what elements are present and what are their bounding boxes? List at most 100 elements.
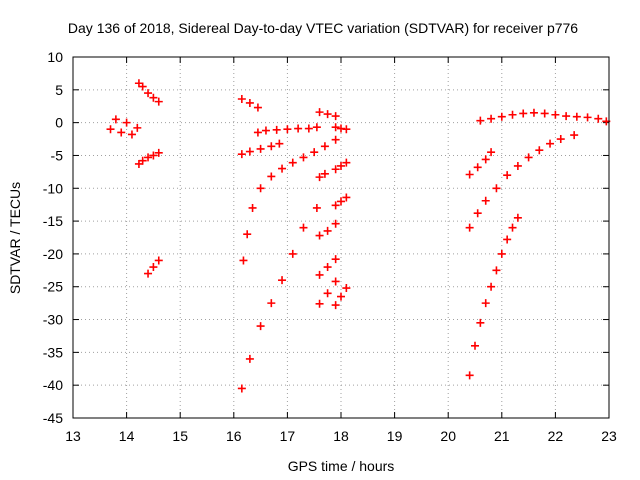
data-point bbox=[106, 125, 115, 134]
data-point bbox=[237, 95, 246, 104]
data-point bbox=[529, 108, 538, 117]
data-point bbox=[253, 103, 262, 112]
data-point bbox=[320, 142, 329, 151]
data-point bbox=[117, 128, 126, 137]
data-point bbox=[144, 153, 153, 162]
x-tick-label: 14 bbox=[119, 428, 135, 444]
data-points bbox=[106, 79, 611, 393]
data-point bbox=[476, 116, 485, 125]
y-tick-label: -15 bbox=[43, 213, 63, 229]
data-point bbox=[331, 123, 340, 132]
data-point bbox=[253, 128, 262, 137]
data-point bbox=[342, 158, 351, 167]
data-point bbox=[513, 213, 522, 222]
data-point bbox=[481, 155, 490, 164]
x-tick-label: 16 bbox=[226, 428, 242, 444]
series-arc-1 bbox=[106, 115, 142, 139]
series-arc-19 bbox=[465, 148, 496, 179]
data-point bbox=[294, 124, 303, 133]
y-tick-label: -30 bbox=[43, 312, 63, 328]
data-point bbox=[331, 277, 340, 286]
plot-frame bbox=[72, 56, 610, 419]
data-point bbox=[111, 115, 120, 124]
data-point bbox=[487, 148, 496, 157]
data-point bbox=[272, 125, 281, 134]
data-point bbox=[243, 230, 252, 239]
data-point bbox=[154, 97, 163, 106]
data-point bbox=[256, 144, 265, 153]
data-point bbox=[503, 235, 512, 244]
data-point bbox=[487, 114, 496, 123]
data-point bbox=[331, 165, 340, 174]
x-tick-label: 22 bbox=[548, 428, 564, 444]
data-point bbox=[535, 146, 544, 155]
series-arc-6 bbox=[237, 139, 284, 159]
data-point bbox=[310, 148, 319, 157]
data-point bbox=[473, 209, 482, 218]
data-point bbox=[331, 219, 340, 228]
series-arc-22 bbox=[465, 213, 522, 380]
series-arc-5 bbox=[237, 95, 262, 112]
data-point bbox=[471, 341, 479, 350]
data-point bbox=[487, 282, 496, 291]
data-point bbox=[275, 139, 284, 148]
data-point bbox=[331, 255, 340, 264]
data-point bbox=[299, 153, 308, 162]
data-point bbox=[312, 203, 321, 212]
data-point bbox=[278, 164, 287, 173]
data-point bbox=[267, 142, 276, 151]
data-point bbox=[337, 292, 345, 301]
y-tick-label: -20 bbox=[43, 246, 63, 262]
data-point bbox=[267, 299, 276, 308]
data-point bbox=[342, 125, 351, 134]
series-arc-17 bbox=[315, 277, 340, 308]
data-point bbox=[508, 223, 517, 232]
data-point bbox=[138, 82, 147, 91]
data-point bbox=[473, 163, 482, 172]
data-point bbox=[154, 256, 163, 265]
data-point bbox=[267, 172, 276, 181]
x-tick-label: 13 bbox=[65, 428, 81, 444]
data-point bbox=[540, 109, 549, 118]
data-point bbox=[144, 89, 153, 98]
data-point bbox=[323, 110, 332, 119]
y-tick-label: 0 bbox=[55, 115, 63, 131]
series-arc-7 bbox=[253, 123, 321, 137]
series-arc-9 bbox=[237, 203, 321, 393]
data-point bbox=[245, 98, 254, 107]
y-tick-label: -25 bbox=[43, 279, 63, 295]
data-point bbox=[570, 131, 579, 140]
data-point bbox=[492, 266, 501, 275]
x-tick-labels: 13 14 15 16 17 18 19 20 21 22 23 bbox=[65, 428, 617, 444]
data-point bbox=[320, 169, 329, 178]
data-point bbox=[497, 112, 506, 121]
y-tick-label: 5 bbox=[55, 82, 63, 98]
data-point bbox=[572, 112, 581, 121]
series-arc-8 bbox=[239, 135, 340, 265]
x-tick-label: 20 bbox=[440, 428, 456, 444]
data-point bbox=[127, 130, 136, 139]
data-point bbox=[342, 193, 351, 202]
data-point bbox=[283, 125, 292, 134]
data-point bbox=[239, 256, 248, 265]
x-tick-label: 17 bbox=[280, 428, 296, 444]
data-point bbox=[256, 322, 265, 331]
data-point bbox=[278, 276, 287, 285]
series-arc-12 bbox=[315, 169, 329, 182]
x-tick-label: 23 bbox=[601, 428, 617, 444]
x-axis-label: GPS time / hours bbox=[288, 458, 395, 474]
data-point bbox=[149, 263, 158, 272]
data-point bbox=[331, 301, 340, 310]
data-point bbox=[594, 114, 603, 123]
data-point bbox=[288, 158, 297, 167]
data-point bbox=[237, 384, 246, 393]
series-arc-18 bbox=[331, 284, 351, 310]
data-point bbox=[331, 135, 340, 144]
data-point bbox=[315, 270, 324, 279]
data-point bbox=[342, 284, 351, 293]
data-point bbox=[556, 135, 565, 144]
data-point bbox=[144, 269, 153, 278]
y-tick-label: -40 bbox=[43, 377, 63, 393]
y-tick-labels: 10 5 0 -5 -10 -15 -20 -25 -30 -35 -40 -45 bbox=[43, 49, 63, 426]
